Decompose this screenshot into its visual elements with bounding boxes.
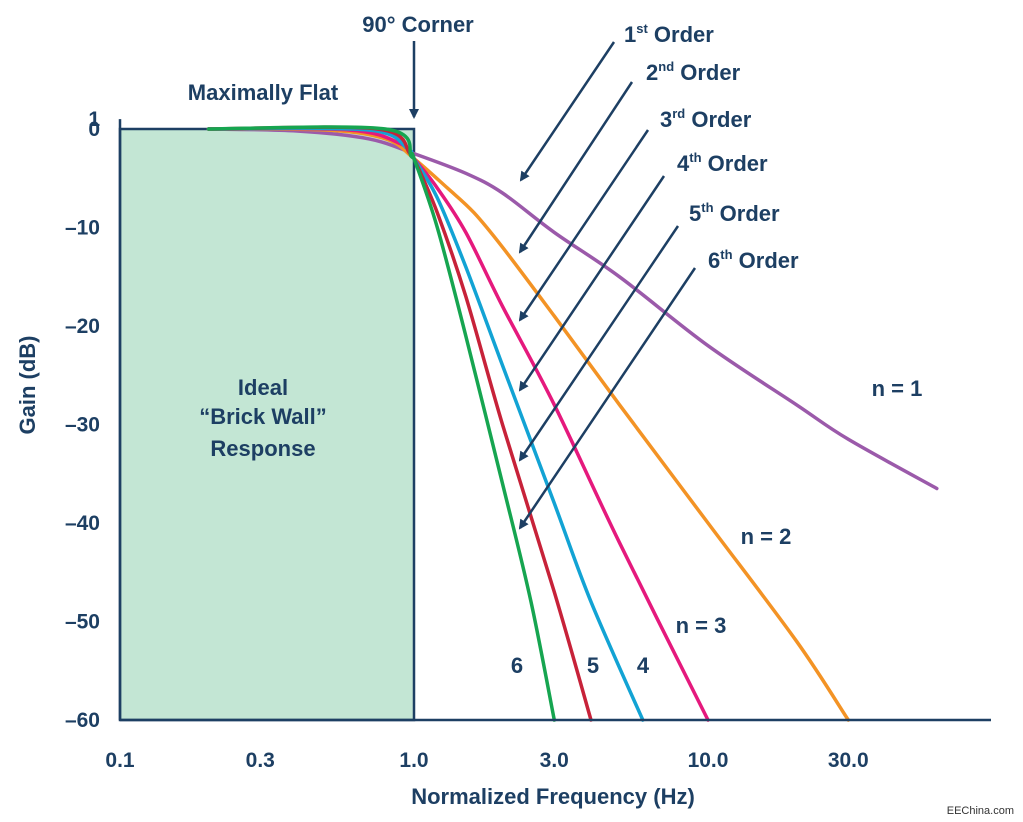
x-tick-label: 30.0 <box>828 749 869 772</box>
n3-label: n = 3 <box>676 613 727 638</box>
order-arrow-2 <box>518 81 634 254</box>
y-tick-label: –20 <box>65 315 100 338</box>
order-arrow-1 <box>519 41 616 182</box>
x-tick-labels: 0.1 0.3 1.0 3.0 10.0 30.0 <box>105 749 868 772</box>
y-tick-label: –60 <box>65 709 100 732</box>
curve-order-6 <box>206 125 557 722</box>
n1-label: n = 1 <box>872 376 923 401</box>
y-tick-labels: 10 –10 –20 –30 –40 –50 –60 <box>65 108 100 732</box>
order-label-1: 1st Order <box>624 21 714 47</box>
order-arrow-5 <box>518 225 680 462</box>
curve-order-3 <box>206 126 710 722</box>
y-tick-label: 1 <box>88 108 100 131</box>
n5-label: 5 <box>587 653 599 678</box>
y-tick-label: –10 <box>65 217 100 240</box>
ideal-label-line1: Ideal <box>238 375 288 400</box>
n2-label: n = 2 <box>741 524 792 549</box>
ideal-label-line3: Response <box>210 436 315 461</box>
order-arrow-6 <box>518 267 697 530</box>
order-arrow-3 <box>518 129 650 322</box>
response-curves <box>206 125 939 722</box>
y-tick-label: –30 <box>65 414 100 437</box>
x-axis-title: Normalized Frequency (Hz) <box>411 784 695 809</box>
n6-label: 6 <box>511 653 523 678</box>
curve-order-1 <box>206 127 939 491</box>
corner-label: 90° Corner <box>362 12 474 37</box>
order-label-2: 2nd Order <box>646 59 741 85</box>
y-tick-label: 0 <box>88 118 100 141</box>
x-tick-label: 10.0 <box>688 749 729 772</box>
brick-wall-region <box>118 127 416 722</box>
x-tick-label: 3.0 <box>540 749 569 772</box>
y-tick-label: –50 <box>65 611 100 634</box>
x-tick-label: 0.1 <box>105 749 135 772</box>
order-arrow-4 <box>518 175 666 392</box>
curve-order-4 <box>206 126 645 722</box>
x-tick-label: 1.0 <box>399 749 428 772</box>
y-tick-label: –40 <box>65 512 100 535</box>
order-label-3: 3rd Order <box>660 106 752 132</box>
x-tick-label: 0.3 <box>246 749 275 772</box>
watermark: EEChina.com <box>947 805 1014 817</box>
order-label-6: 6th Order <box>708 247 799 273</box>
y-axis-title: Gain (dB) <box>15 336 40 435</box>
order-label-4: 4th Order <box>677 150 768 176</box>
order-labels: 1st Order 2nd Order 3rd Order 4th Order 5th … <box>624 21 799 273</box>
order-arrows <box>518 41 697 530</box>
maximally-flat-label: Maximally Flat <box>188 80 339 105</box>
ideal-label-line2: “Brick Wall” <box>199 404 327 429</box>
n4-label: 4 <box>637 653 650 678</box>
order-label-5: 5th Order <box>689 200 780 226</box>
